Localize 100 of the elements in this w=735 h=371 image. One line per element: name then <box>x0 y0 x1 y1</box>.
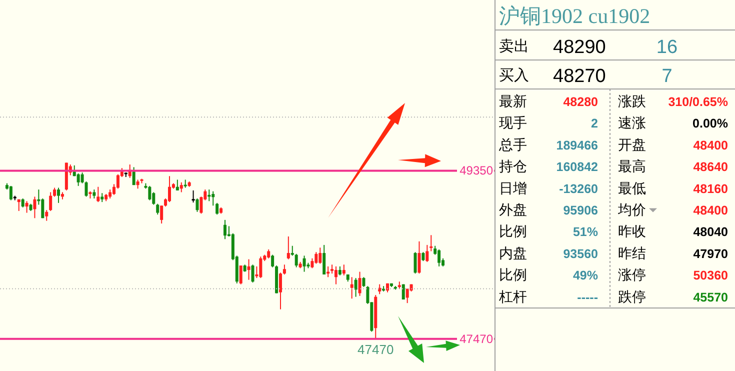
candlestick <box>160 205 164 224</box>
candlestick <box>216 202 219 216</box>
candlestick <box>132 166 136 186</box>
text: 51% <box>572 225 598 240</box>
text: 93560 <box>563 246 598 261</box>
candlestick <box>418 240 421 274</box>
candlestick <box>302 255 306 272</box>
candlestick <box>278 272 282 310</box>
text: 比例 <box>499 266 527 283</box>
text: 比例 <box>499 223 527 240</box>
text: 开盘 <box>618 136 646 152</box>
candlestick <box>96 186 100 203</box>
text: 2 <box>591 116 598 131</box>
text: ----- <box>577 290 598 304</box>
candlestick <box>402 284 405 300</box>
text: 7 <box>662 66 672 87</box>
candlestick <box>414 252 417 274</box>
text: 50360 <box>693 268 728 283</box>
candlestick <box>322 244 326 275</box>
candlestick <box>259 256 262 279</box>
candlestick <box>180 182 183 193</box>
candlestick <box>334 266 338 285</box>
candlestick <box>80 172 84 184</box>
text: 310/0.65% <box>668 95 728 109</box>
text: 涨停 <box>618 266 646 283</box>
candlestick <box>41 198 44 219</box>
text: -13260 <box>559 182 598 196</box>
candlestick <box>76 172 80 186</box>
candlestick <box>426 244 429 262</box>
text: 49% <box>572 268 598 283</box>
text: 均价 <box>617 202 646 218</box>
text: 持仓 <box>499 158 527 174</box>
candlestick <box>212 190 215 206</box>
candlestick <box>239 265 242 285</box>
text: 最低 <box>618 180 646 196</box>
annotation: 47470 <box>358 342 394 357</box>
text: 160842 <box>556 160 598 174</box>
text: 总手 <box>498 136 527 152</box>
text: 48400 <box>693 204 728 218</box>
candlestick <box>192 190 195 203</box>
candlestick <box>430 234 433 252</box>
candlestick <box>290 245 294 256</box>
text: 0.00% <box>692 116 728 131</box>
text: 外盘 <box>499 202 527 218</box>
candlestick <box>438 248 441 267</box>
candlestick <box>223 219 226 240</box>
text: 48400 <box>693 138 728 152</box>
text: 昨结 <box>618 244 646 261</box>
text: 最高 <box>618 158 646 174</box>
text: 16 <box>656 37 678 58</box>
candlestick <box>25 200 28 214</box>
candlestick <box>358 271 362 296</box>
text: 现手 <box>499 114 527 131</box>
candlestick <box>342 264 346 276</box>
candlestick <box>354 278 358 298</box>
text: 最新 <box>499 93 527 109</box>
text: 189466 <box>556 138 598 152</box>
text: 内盘 <box>499 244 527 261</box>
text: 47970 <box>693 246 728 261</box>
candlestick <box>406 288 409 304</box>
candlestick <box>247 258 250 280</box>
candlestick <box>310 258 314 269</box>
candlestick <box>350 276 354 300</box>
text: 48270 <box>553 66 606 87</box>
candlestick <box>251 264 254 283</box>
text: 涨跌 <box>618 93 646 109</box>
text: 跌停 <box>618 288 646 304</box>
candlestick <box>196 198 199 212</box>
candlestick <box>84 180 88 198</box>
candlestick <box>282 264 286 275</box>
text: 45570 <box>693 290 728 304</box>
candlestick <box>168 176 171 203</box>
text: 48160 <box>693 182 728 196</box>
text: 48290 <box>553 37 606 58</box>
candlestick <box>49 192 52 212</box>
text: 杠杆 <box>498 288 527 304</box>
text: 买入 <box>499 67 529 84</box>
text: 48280 <box>563 95 598 109</box>
text: 95906 <box>563 204 598 218</box>
text: 48040 <box>693 225 728 240</box>
candlestick <box>148 185 152 201</box>
candlestick <box>318 247 322 264</box>
candlestick <box>314 252 318 264</box>
text: 昨收 <box>618 223 646 240</box>
text: 速涨 <box>618 114 646 131</box>
candlestick <box>156 203 160 216</box>
text: 卖出 <box>499 38 529 55</box>
candlestick <box>362 276 366 288</box>
candlestick <box>286 236 290 260</box>
candlestick <box>271 254 274 268</box>
text: 沪铜1902 cu1902 <box>499 4 650 28</box>
candlestick <box>57 187 60 204</box>
text: 日增 <box>499 180 527 196</box>
candlestick <box>33 196 36 219</box>
candlestick <box>9 185 12 201</box>
candlestick <box>294 253 298 268</box>
candlestick <box>176 179 179 191</box>
text: 48640 <box>693 160 728 174</box>
y-tick-label: 49350 <box>460 164 494 178</box>
candlestick <box>45 210 48 222</box>
